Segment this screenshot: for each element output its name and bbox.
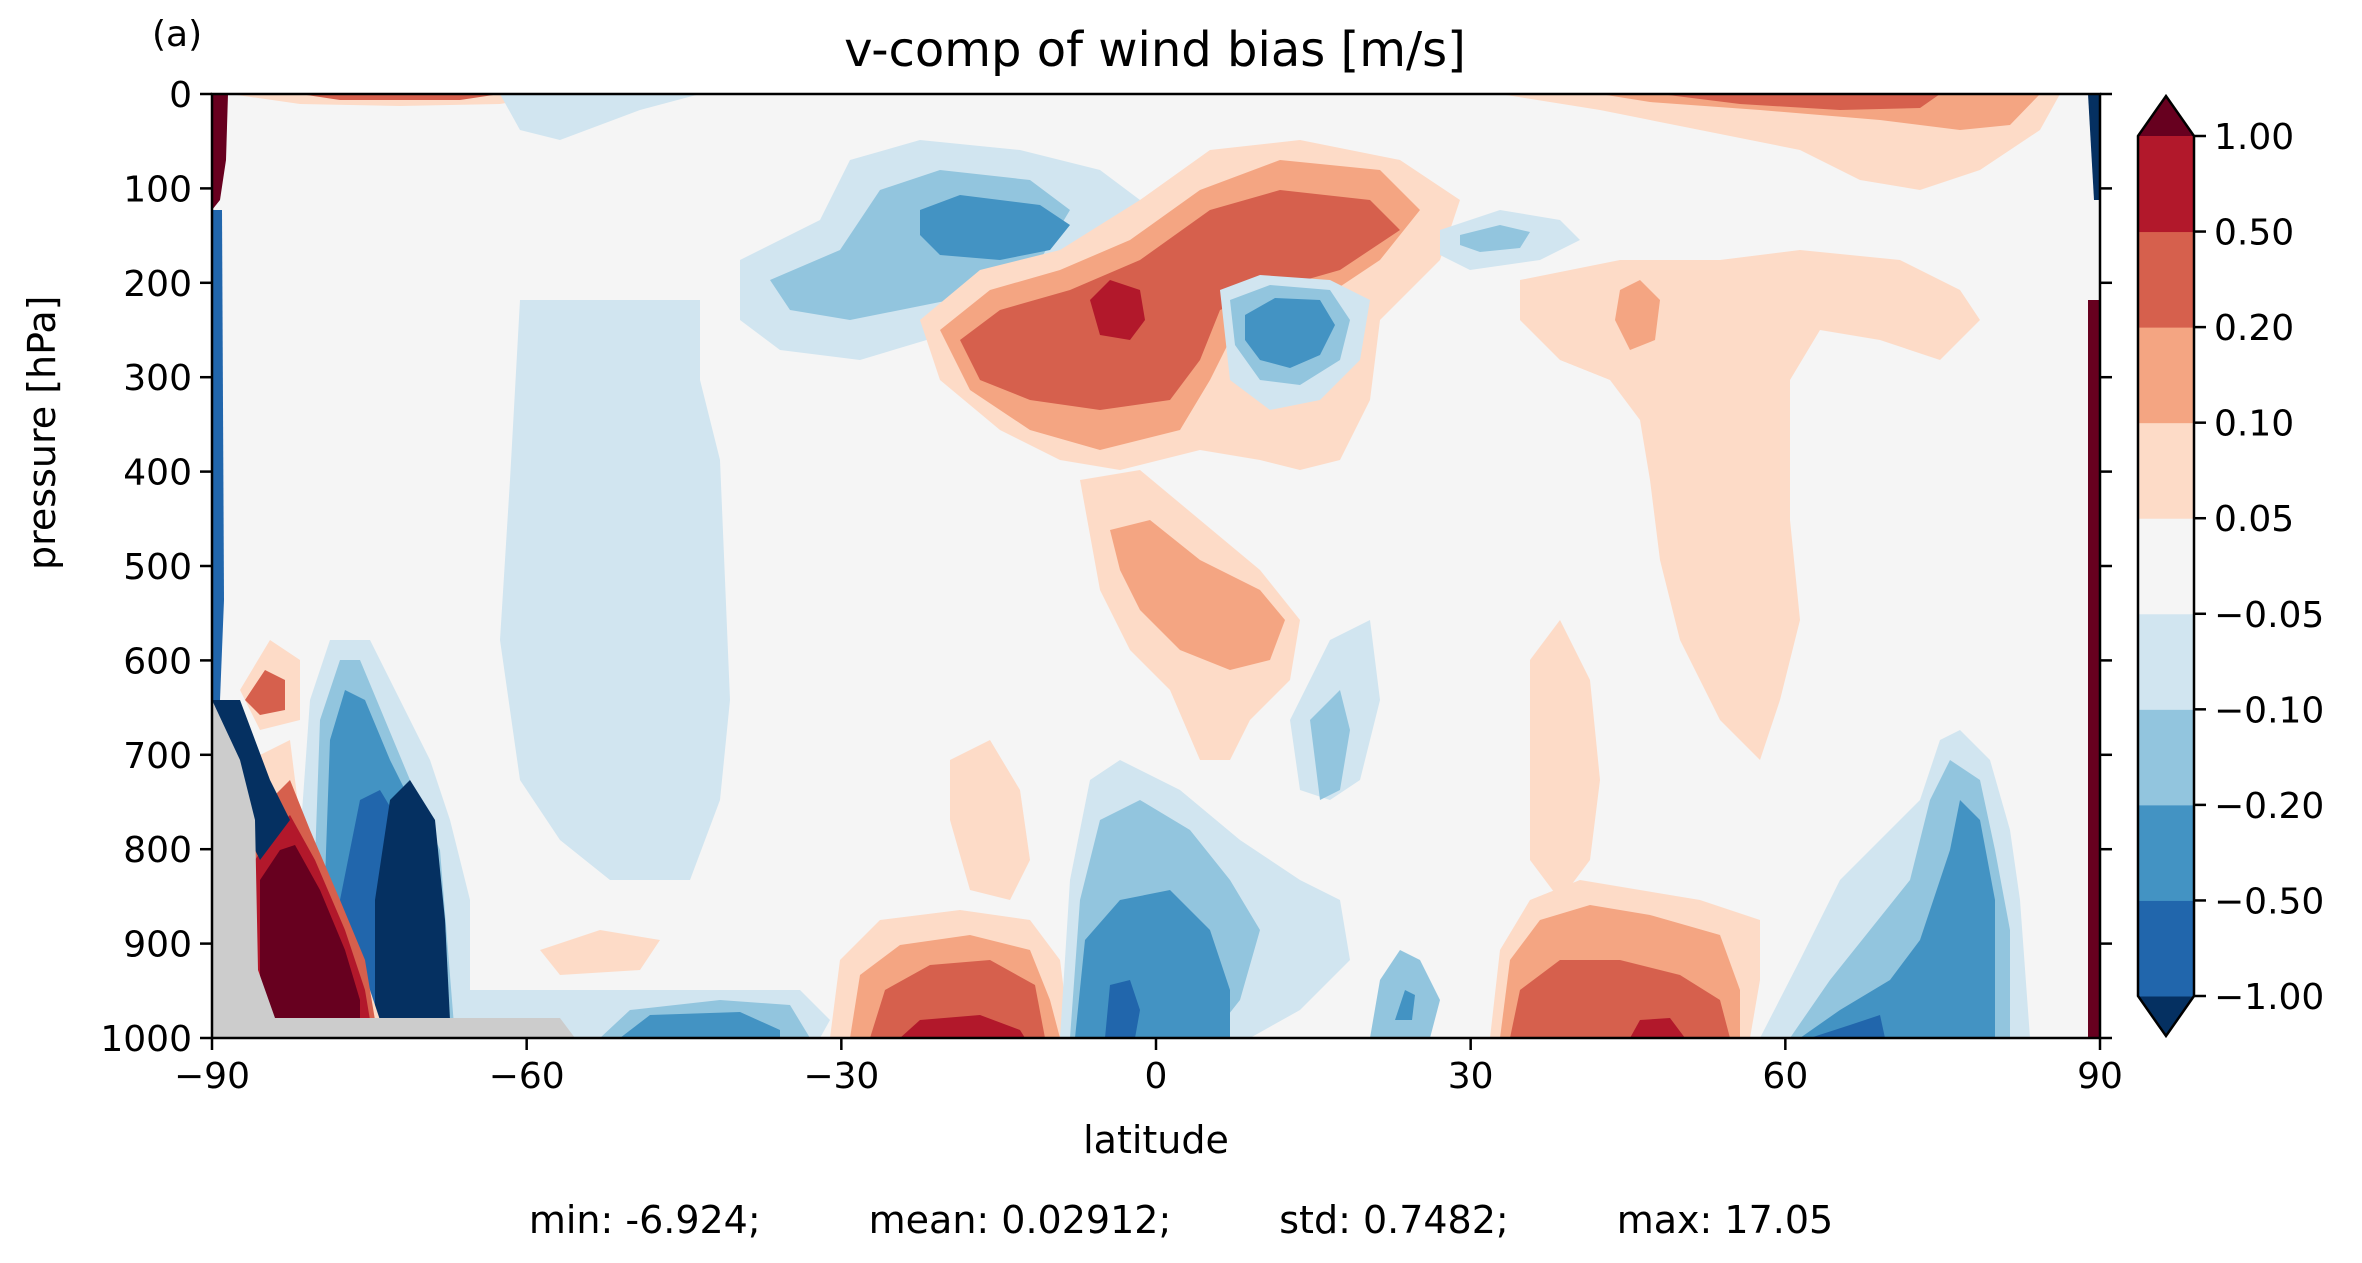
contour-pos-max-north-edge: [2088, 300, 2100, 1038]
y-tick-label: 500: [123, 547, 192, 588]
contour-pos-020-nh-top: [1660, 94, 1940, 110]
x-tick-label: 60: [1762, 1056, 1808, 1097]
colorbar-tick-label: −1.00: [2214, 977, 2324, 1018]
contour-neg-005-south: [440, 300, 820, 1038]
topography-mask: [212, 700, 575, 1038]
colorbar-extend-min: [2138, 996, 2194, 1036]
colorbar-tick-label: 0.20: [2214, 308, 2294, 349]
contour-neg-050-sh-upper: [920, 195, 1070, 260]
contour-pos-050-nh-surf: [1630, 1018, 1685, 1038]
contour-pos-010-trop-mid: [1110, 520, 1285, 670]
colorbar-segment: [2138, 804, 2194, 901]
colorbar-segment: [2138, 231, 2194, 328]
y-axis-label: pressure [hPa]: [20, 295, 64, 570]
contour-pos-010-nh-patch: [1615, 280, 1660, 350]
contour-pos-max-sp-low: [260, 845, 360, 1020]
stat-min: min: -6.924;: [528, 1198, 761, 1242]
x-tick-label: −30: [803, 1056, 879, 1097]
y-tick-label: 300: [123, 358, 192, 399]
y-tick-label: 900: [123, 925, 192, 966]
colorbar-segment: [2138, 709, 2194, 806]
contour-neg-100-np-surf: [1810, 1015, 1885, 1038]
contour-neg-max-north-edge: [2088, 94, 2100, 200]
x-tick-label: 0: [1145, 1056, 1168, 1097]
chart-title: v-comp of wind bias [m/s]: [844, 22, 1466, 78]
contour-pos-020-sh-surf: [870, 960, 1045, 1038]
colorbar-segment: [2138, 900, 2194, 997]
colorbar: −1.00 −0.50 −0.20 −0.10 −0.05 0.05 0.10 0.20 0.5…: [2136, 93, 2324, 1039]
contour-pos-010-nh-top: [1600, 94, 2040, 130]
contour-pos-050-sh-surf: [900, 1015, 1025, 1038]
y-axis-label-wrap: pressure [hPa]: [14, 0, 64, 1263]
y-axis-ticks: 0 100 200 300 400 500 600 700 800 900 1000: [100, 75, 2112, 1060]
colorbar-tick-label: −0.05: [2214, 595, 2324, 636]
contour-neg-050-np-surf: [1800, 800, 1995, 1038]
x-tick-label: 90: [2077, 1056, 2123, 1097]
y-tick-label: 400: [123, 453, 192, 494]
colorbar-tick-label: 0.10: [2214, 404, 2294, 445]
contour-pos-005-nh-broad: [1520, 250, 1980, 760]
contour-pos-020-sh-top: [300, 94, 500, 100]
x-tick-label: 30: [1448, 1056, 1494, 1097]
contour-pos-020-eq-upper: [960, 190, 1400, 410]
contour-pos-020-nh-surf: [1510, 960, 1730, 1038]
x-tick-label: −60: [489, 1056, 565, 1097]
y-tick-label: 700: [123, 736, 192, 777]
contour-pos-005-nh-low: [950, 620, 1600, 900]
colorbar-segment: [2138, 613, 2194, 710]
y-tick-label: 100: [123, 169, 192, 210]
colorbar-tick-label: 1.00: [2214, 117, 2294, 158]
contour-neg-max-sp-edge: [212, 700, 290, 860]
y-tick-label: 200: [123, 264, 192, 305]
stat-std: std: 0.7482;: [1279, 1198, 1509, 1242]
stat-mean: mean: 0.02912;: [868, 1198, 1172, 1242]
x-axis-ticks: −90 −60 −30 0 30 60 90: [174, 1038, 2123, 1097]
colorbar-segment: [2138, 422, 2194, 519]
summary-stats: min: -6.924; mean: 0.02912; std: 0.7482; ma…: [0, 1198, 2362, 1242]
x-axis-label: latitude: [1083, 1118, 1229, 1162]
contour-neg-050-nh-surf2: [1395, 990, 1415, 1020]
y-tick-label: 800: [123, 830, 192, 871]
colorbar-segment: [2138, 327, 2194, 424]
contour-pos-max-south-edge: [212, 94, 228, 210]
colorbar-segment: [2138, 518, 2194, 615]
colorbar-extend-max: [2138, 96, 2194, 136]
y-tick-label: 0: [169, 75, 192, 116]
contour-fills: [212, 94, 2100, 1038]
colorbar-segment: [2138, 136, 2194, 233]
contour-neg-050-sh-surf2: [620, 1012, 780, 1038]
colorbar-tick-label: −0.50: [2214, 881, 2324, 922]
y-tick-label: 1000: [100, 1019, 192, 1060]
y-tick-label: 600: [123, 641, 192, 682]
contour-neg-050-south-edge: [212, 210, 224, 700]
contour-pos-050-eq-upper: [1090, 280, 1145, 340]
contour-neg-005-sh-top: [500, 94, 700, 140]
colorbar-tick-label: −0.10: [2214, 690, 2324, 731]
contour-neg-050-nh-sub: [1245, 298, 1335, 368]
contour-neg-100-eq-surf: [1105, 980, 1140, 1038]
colorbar-tick-label: −0.20: [2214, 786, 2324, 827]
stat-max: max: 17.05: [1616, 1198, 1834, 1242]
panel-label: (a): [152, 14, 203, 55]
colorbar-tick-label: 0.50: [2214, 213, 2294, 254]
colorbar-tick-label: 0.05: [2214, 499, 2294, 540]
contour-neg-max-sp: [375, 780, 450, 1020]
x-tick-label: −90: [174, 1056, 250, 1097]
